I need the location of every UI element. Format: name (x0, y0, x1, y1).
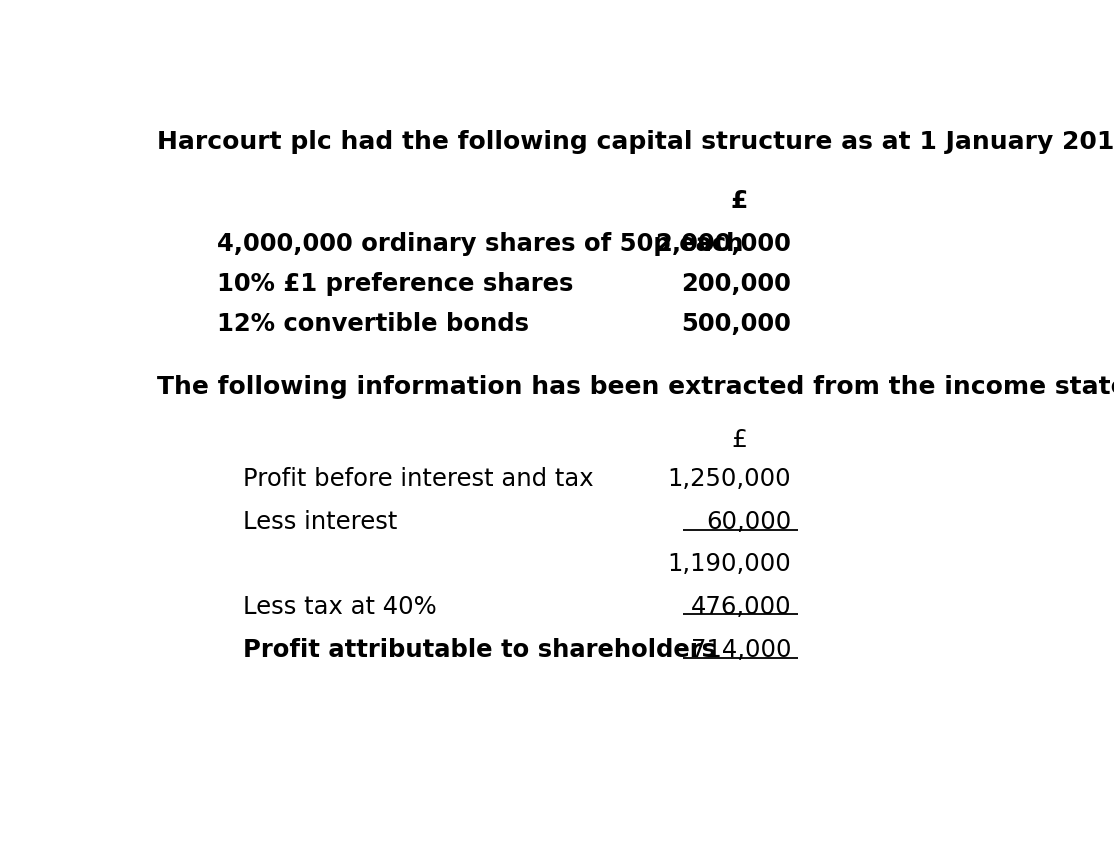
Text: 714,000: 714,000 (691, 638, 791, 662)
Text: The following information has been extracted from the income statement:: The following information has been extra… (156, 375, 1114, 399)
Text: Profit before interest and tax: Profit before interest and tax (243, 468, 594, 491)
Text: 12% convertible bonds: 12% convertible bonds (217, 312, 529, 335)
Text: Harcourt plc had the following capital structure as at 1 January 2010:: Harcourt plc had the following capital s… (156, 130, 1114, 154)
Text: £: £ (731, 427, 747, 452)
Text: 1,190,000: 1,190,000 (667, 552, 791, 576)
Text: 476,000: 476,000 (691, 594, 791, 618)
Text: Profit attributable to shareholders: Profit attributable to shareholders (243, 638, 716, 662)
Text: 200,000: 200,000 (681, 272, 791, 296)
Text: Less tax at 40%: Less tax at 40% (243, 594, 437, 618)
Text: Less interest: Less interest (243, 511, 398, 534)
Text: 1,250,000: 1,250,000 (667, 468, 791, 491)
Text: 4,000,000 ordinary shares of 50p each: 4,000,000 ordinary shares of 50p each (217, 232, 743, 256)
Text: 2,000,000: 2,000,000 (655, 232, 791, 256)
Text: £: £ (731, 189, 747, 213)
Text: 10% £1 preference shares: 10% £1 preference shares (217, 272, 574, 296)
Text: 60,000: 60,000 (706, 511, 791, 534)
Text: 500,000: 500,000 (681, 312, 791, 335)
